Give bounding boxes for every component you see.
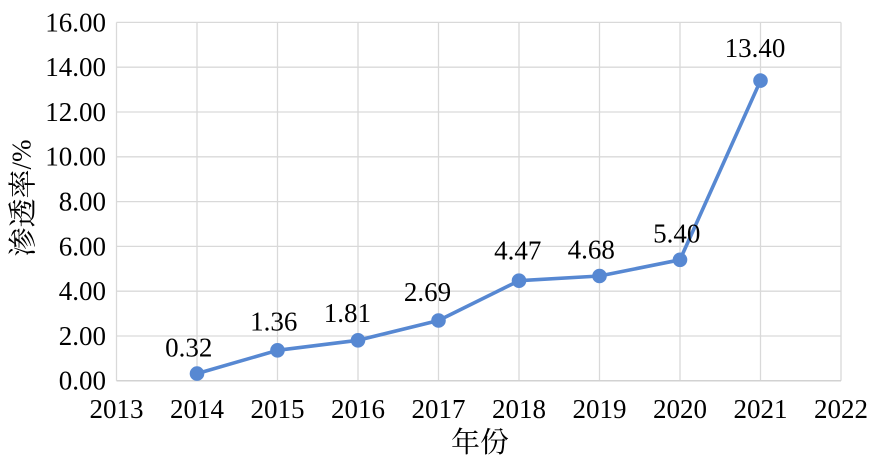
svg-text:2020: 2020 xyxy=(653,394,707,424)
svg-text:2015: 2015 xyxy=(251,394,305,424)
svg-text:2013: 2013 xyxy=(90,394,144,424)
svg-text:2016: 2016 xyxy=(331,394,385,424)
svg-text:16.00: 16.00 xyxy=(45,7,106,37)
svg-text:0.32: 0.32 xyxy=(165,332,212,362)
svg-text:0.00: 0.00 xyxy=(59,366,106,396)
svg-text:12.00: 12.00 xyxy=(45,97,106,127)
svg-text:/%: /% xyxy=(6,140,36,170)
svg-text:4.68: 4.68 xyxy=(568,235,615,265)
svg-text:2.00: 2.00 xyxy=(59,321,106,351)
svg-text:5.40: 5.40 xyxy=(653,219,700,249)
svg-text:2017: 2017 xyxy=(412,394,466,424)
svg-text:13.40: 13.40 xyxy=(725,33,786,63)
svg-text:2018: 2018 xyxy=(492,394,546,424)
svg-text:14.00: 14.00 xyxy=(45,52,106,82)
svg-text:1.81: 1.81 xyxy=(324,298,371,328)
svg-text:2019: 2019 xyxy=(573,394,627,424)
svg-text:1.36: 1.36 xyxy=(250,307,297,337)
svg-text:2.69: 2.69 xyxy=(404,277,451,307)
svg-text:2014: 2014 xyxy=(170,394,225,424)
svg-text:4.47: 4.47 xyxy=(494,236,541,266)
svg-text:8.00: 8.00 xyxy=(59,187,106,217)
svg-text:2021: 2021 xyxy=(734,394,788,424)
svg-text:6.00: 6.00 xyxy=(59,231,106,261)
svg-text:4.00: 4.00 xyxy=(59,276,106,306)
svg-text:10.00: 10.00 xyxy=(45,142,106,172)
svg-text:2022: 2022 xyxy=(814,394,868,424)
